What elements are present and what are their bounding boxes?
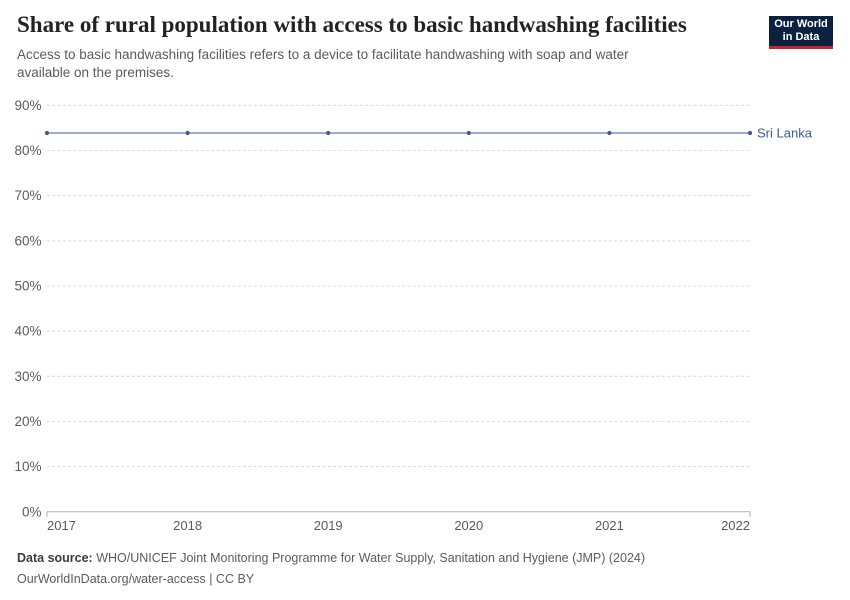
svg-text:90%: 90% bbox=[14, 98, 41, 113]
svg-text:60%: 60% bbox=[14, 233, 41, 248]
svg-text:20%: 20% bbox=[14, 414, 41, 429]
svg-text:2020: 2020 bbox=[454, 518, 483, 533]
svg-text:80%: 80% bbox=[14, 143, 41, 158]
svg-text:0%: 0% bbox=[22, 504, 42, 519]
svg-text:30%: 30% bbox=[14, 369, 41, 384]
svg-text:2022: 2022 bbox=[721, 518, 750, 533]
svg-text:2021: 2021 bbox=[595, 518, 624, 533]
svg-text:2019: 2019 bbox=[314, 518, 343, 533]
svg-text:2017: 2017 bbox=[47, 518, 76, 533]
svg-text:10%: 10% bbox=[14, 459, 41, 474]
svg-text:70%: 70% bbox=[14, 188, 41, 203]
svg-text:2018: 2018 bbox=[173, 518, 202, 533]
svg-text:50%: 50% bbox=[14, 279, 41, 294]
svg-text:Sri Lanka: Sri Lanka bbox=[757, 126, 813, 141]
svg-text:40%: 40% bbox=[14, 324, 41, 339]
